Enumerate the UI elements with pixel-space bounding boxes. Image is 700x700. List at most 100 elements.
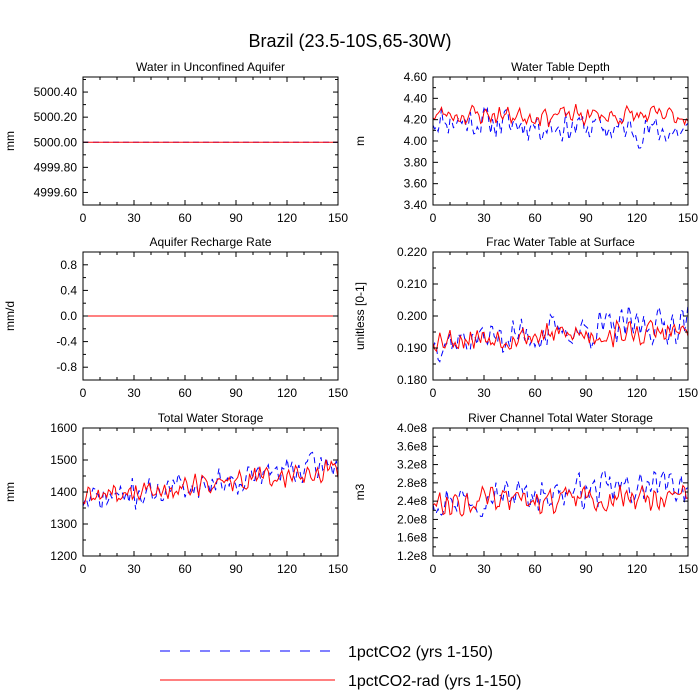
y-tick-label: 0.200 bbox=[397, 309, 427, 323]
series-line-1pctco2 bbox=[83, 451, 338, 511]
panel-aquifer-water: Water in Unconfined Aquifer mm 0 30 60 90 120 1… bbox=[3, 60, 348, 225]
y-tick-label: 5000.00 bbox=[34, 135, 78, 149]
x-tick-label: 90 bbox=[579, 562, 593, 576]
y-tick-label: 3.60 bbox=[404, 177, 428, 191]
y-axis-label: mm bbox=[3, 482, 17, 502]
y-tick-label: 2.8e8 bbox=[397, 476, 427, 490]
figure-title: Brazil (23.5-10S,65-30W) bbox=[248, 31, 451, 51]
y-tick-label: 3.40 bbox=[404, 198, 428, 212]
plot-frame bbox=[432, 76, 689, 206]
y-tick-label: 5000.20 bbox=[34, 110, 78, 124]
x-tick-label: 30 bbox=[477, 562, 491, 576]
x-tick-label: 30 bbox=[127, 386, 141, 400]
x-tick-label: 60 bbox=[528, 211, 542, 225]
x-tick-label: 0 bbox=[80, 562, 87, 576]
y-tick-label: 2.0e8 bbox=[397, 512, 427, 526]
y-tick-label: 1400 bbox=[50, 485, 77, 499]
panel-water-table-depth: Water Table Depth m 0 30 60 90 120 150 3.40 3.60 3… bbox=[353, 60, 698, 225]
x-tick-label: 120 bbox=[277, 211, 297, 225]
series-line-1pctco2-rad bbox=[433, 103, 688, 128]
y-tick-label: -0.4 bbox=[56, 335, 77, 349]
panel-title: Water in Unconfined Aquifer bbox=[136, 60, 285, 74]
x-tick-label: 0 bbox=[430, 386, 437, 400]
y-axis-label: unitless [0-1] bbox=[353, 282, 367, 350]
legend-label: 1pctCO2 (yrs 1-150) bbox=[348, 644, 493, 661]
panels: Water in Unconfined Aquifer mm 0 30 60 90 120 1… bbox=[3, 60, 698, 576]
series-line-1pctco2 bbox=[433, 304, 688, 363]
x-tick-label: 60 bbox=[528, 386, 542, 400]
plot-frame bbox=[432, 251, 689, 381]
x-tick-label: 60 bbox=[528, 562, 542, 576]
series-line-1pctco2-rad bbox=[433, 484, 688, 517]
y-tick-label: 2.4e8 bbox=[397, 494, 427, 508]
x-tick-label: 30 bbox=[127, 211, 141, 225]
y-tick-label: 4.40 bbox=[404, 91, 428, 105]
x-tick-label: 90 bbox=[229, 211, 243, 225]
x-tick-label: 120 bbox=[277, 386, 297, 400]
x-tick-label: 90 bbox=[579, 211, 593, 225]
x-tick-label: 150 bbox=[328, 211, 348, 225]
y-tick-label: 1200 bbox=[50, 549, 77, 563]
y-tick-label: 3.6e8 bbox=[397, 439, 427, 453]
x-tick-label: 0 bbox=[80, 211, 87, 225]
legend: 1pctCO2 (yrs 1-150) 1pctCO2-rad (yrs 1-15… bbox=[160, 644, 521, 690]
y-tick-label: 1500 bbox=[50, 453, 77, 467]
x-tick-label: 30 bbox=[477, 211, 491, 225]
y-axis-label: m3 bbox=[353, 483, 367, 500]
x-tick-label: 120 bbox=[277, 562, 297, 576]
panel-title: Water Table Depth bbox=[511, 60, 610, 74]
panel-total-water-storage: Total Water Storage mm 0 30 60 90 120 150 1200 13… bbox=[3, 411, 348, 576]
panel-recharge-rate: Aquifer Recharge Rate mm/d 0 30 60 90 120 150 -0… bbox=[3, 235, 348, 400]
x-tick-label: 150 bbox=[678, 211, 698, 225]
x-tick-label: 60 bbox=[178, 386, 192, 400]
y-tick-label: 1.2e8 bbox=[397, 549, 427, 563]
x-tick-label: 0 bbox=[430, 211, 437, 225]
y-tick-label: 5000.40 bbox=[34, 85, 78, 99]
x-tick-label: 30 bbox=[477, 386, 491, 400]
y-tick-label: 4.0e8 bbox=[397, 421, 427, 435]
x-tick-label: 120 bbox=[627, 386, 647, 400]
y-tick-label: 0.180 bbox=[397, 373, 427, 387]
y-tick-label: 1300 bbox=[50, 517, 77, 531]
y-tick-label: 0.8 bbox=[60, 258, 77, 272]
x-tick-label: 150 bbox=[678, 562, 698, 576]
y-tick-label: 4999.60 bbox=[34, 185, 78, 199]
x-tick-label: 90 bbox=[579, 386, 593, 400]
x-tick-label: 150 bbox=[328, 386, 348, 400]
x-tick-label: 90 bbox=[229, 562, 243, 576]
y-axis-label: mm/d bbox=[3, 301, 17, 331]
y-tick-label: 4999.80 bbox=[34, 160, 78, 174]
y-tick-label: 4.00 bbox=[404, 134, 428, 148]
y-tick-label: 4.60 bbox=[404, 70, 428, 84]
y-tick-label: 0.190 bbox=[397, 341, 427, 355]
y-tick-label: 3.2e8 bbox=[397, 458, 427, 472]
y-tick-label: 0.0 bbox=[60, 309, 77, 323]
x-tick-label: 120 bbox=[627, 211, 647, 225]
y-tick-label: 0.220 bbox=[397, 245, 427, 259]
x-tick-label: 60 bbox=[178, 211, 192, 225]
x-tick-label: 120 bbox=[627, 562, 647, 576]
y-tick-label: 1.6e8 bbox=[397, 531, 427, 545]
panel-title: Total Water Storage bbox=[158, 411, 264, 425]
plot-frame bbox=[432, 427, 689, 557]
legend-label: 1pctCO2-rad (yrs 1-150) bbox=[348, 673, 521, 690]
x-tick-label: 0 bbox=[430, 562, 437, 576]
panel-frac-water-table: Frac Water Table at Surface unitless [0-1… bbox=[353, 235, 698, 400]
x-tick-label: 60 bbox=[178, 562, 192, 576]
series-line-1pctco2-rad bbox=[83, 459, 338, 505]
series-line-1pctco2-rad bbox=[433, 319, 688, 353]
y-axis-label: m bbox=[353, 136, 367, 146]
y-tick-label: 3.80 bbox=[404, 155, 428, 169]
x-tick-label: 150 bbox=[328, 562, 348, 576]
y-tick-label: 4.20 bbox=[404, 113, 428, 127]
x-tick-label: 150 bbox=[678, 386, 698, 400]
x-tick-label: 0 bbox=[80, 386, 87, 400]
panel-title: Frac Water Table at Surface bbox=[486, 235, 635, 249]
series-line-1pctco2 bbox=[433, 106, 688, 149]
panel-river-channel-storage: River Channel Total Water Storage m3 0 30 60… bbox=[353, 411, 698, 576]
y-tick-label: 1600 bbox=[50, 421, 77, 435]
y-tick-label: 0.210 bbox=[397, 277, 427, 291]
plot-frame bbox=[82, 76, 339, 206]
panel-title: River Channel Total Water Storage bbox=[468, 411, 653, 425]
